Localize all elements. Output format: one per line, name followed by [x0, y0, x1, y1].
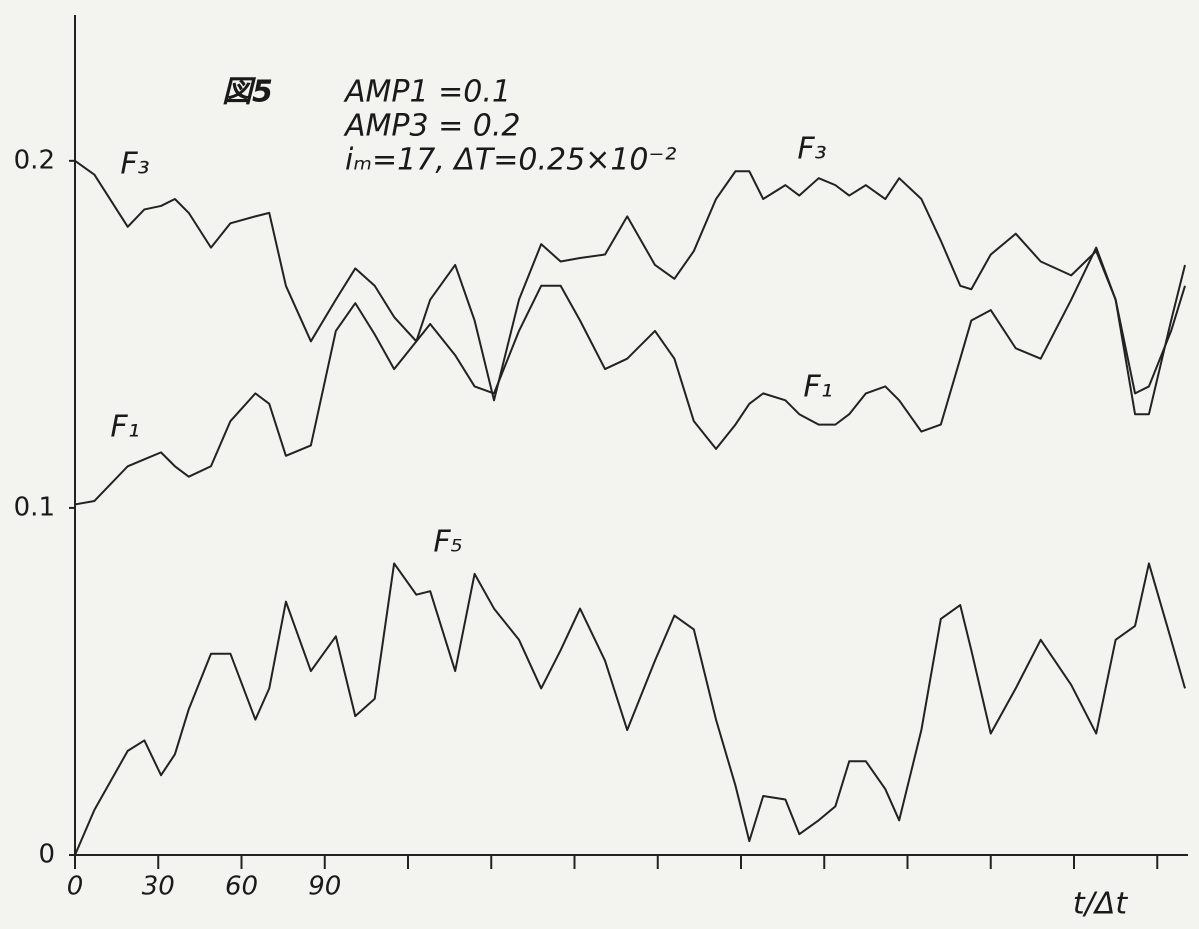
series-line	[74, 562, 1186, 856]
x-tick-label: 60	[225, 872, 258, 902]
annotation: F₃	[797, 132, 826, 167]
y-tick-label: 0.1	[14, 492, 55, 522]
y-tick-label: 0	[38, 840, 55, 870]
x-tick-label: 30	[142, 872, 175, 902]
series-label: F₅	[433, 525, 462, 560]
series-line	[74, 160, 1186, 402]
y-tick-label: 0.2	[14, 145, 55, 175]
x-tick-label: 0	[67, 872, 84, 902]
series-label: F₃	[120, 147, 149, 182]
annotation: 図5	[222, 75, 273, 110]
x-tick-label: 90	[308, 872, 341, 902]
annotation: F₁	[803, 370, 832, 405]
annotation: AMP3 = 0.2	[343, 109, 521, 144]
annotation: iₘ=17, ΔT=0.25×10⁻²	[345, 143, 676, 178]
series-label: F₁	[110, 410, 139, 445]
series-line	[74, 246, 1186, 506]
annotation: AMP1 =0.1	[343, 75, 511, 110]
x-axis-label: t/Δt	[1073, 887, 1128, 922]
